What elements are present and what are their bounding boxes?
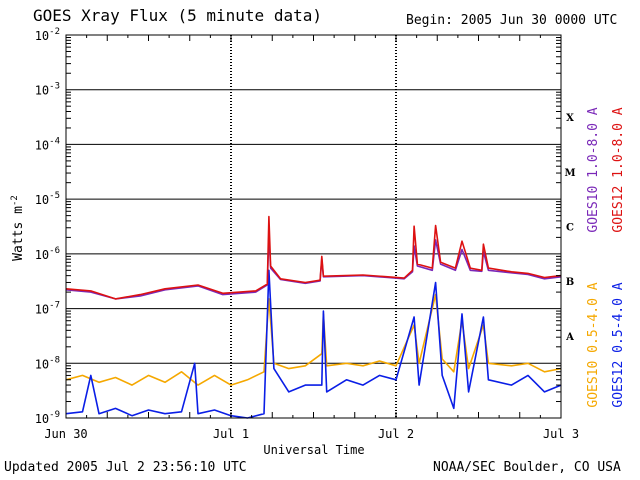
begin-time: Begin: 2005 Jun 30 0000 UTC: [406, 13, 618, 28]
x-tick-label: Jul 2: [378, 427, 414, 441]
legend-entry: GOES10 0.5-4.0 A: [586, 282, 601, 407]
chart-title: GOES Xray Flux (5 minute data): [33, 6, 322, 25]
y-tick-label: 10-7: [35, 301, 60, 317]
updated-timestamp: Updated 2005 Jul 2 23:56:10 UTC: [4, 460, 247, 475]
flare-class-label: C: [566, 223, 574, 234]
x-tick-label: Jul 3: [543, 427, 579, 441]
source-credit: NOAA/SEC Boulder, CO USA: [433, 460, 621, 475]
legend-entry: GOES12 0.5-4.0 A: [611, 282, 626, 407]
y-tick-label: 10-2: [35, 27, 60, 43]
y-tick-label: 10-3: [35, 82, 60, 98]
y-tick-label: 10-4: [35, 136, 60, 152]
x-tick-label: Jun 30: [44, 427, 87, 441]
series-line-0: [65, 232, 562, 300]
legend-entry: GOES10 1.0-8.0 A: [586, 107, 601, 232]
x-tick-label: Jul 1: [213, 427, 249, 441]
y-tick-label: 10-9: [35, 410, 60, 426]
legend-entry: GOES12 1.0-8.0 A: [611, 107, 626, 232]
y-tick-label: 10-5: [35, 191, 60, 207]
series-line-1: [65, 215, 562, 300]
plot-series: [65, 215, 562, 419]
y-tick-label: 10-8: [35, 355, 60, 371]
flare-class-label: X: [566, 113, 574, 124]
series-line-3: [65, 269, 562, 419]
y-tick-label: 10-6: [35, 246, 60, 262]
x-axis-label: Universal Time: [263, 443, 364, 457]
flare-class-label: A: [565, 332, 574, 343]
flare-class-label: B: [566, 277, 574, 288]
legend: GOES10 1.0-8.0 A GOES12 1.0-8.0 A GOES10 0…: [586, 107, 626, 407]
y-axis-label: Watts m-2: [10, 195, 26, 261]
axis-labels: 10-9 10-8 10-7 10-6 10-5 10-4 10-3 10-2 Jun 30 Ju…: [35, 27, 579, 441]
flare-class-label: M: [564, 168, 575, 179]
